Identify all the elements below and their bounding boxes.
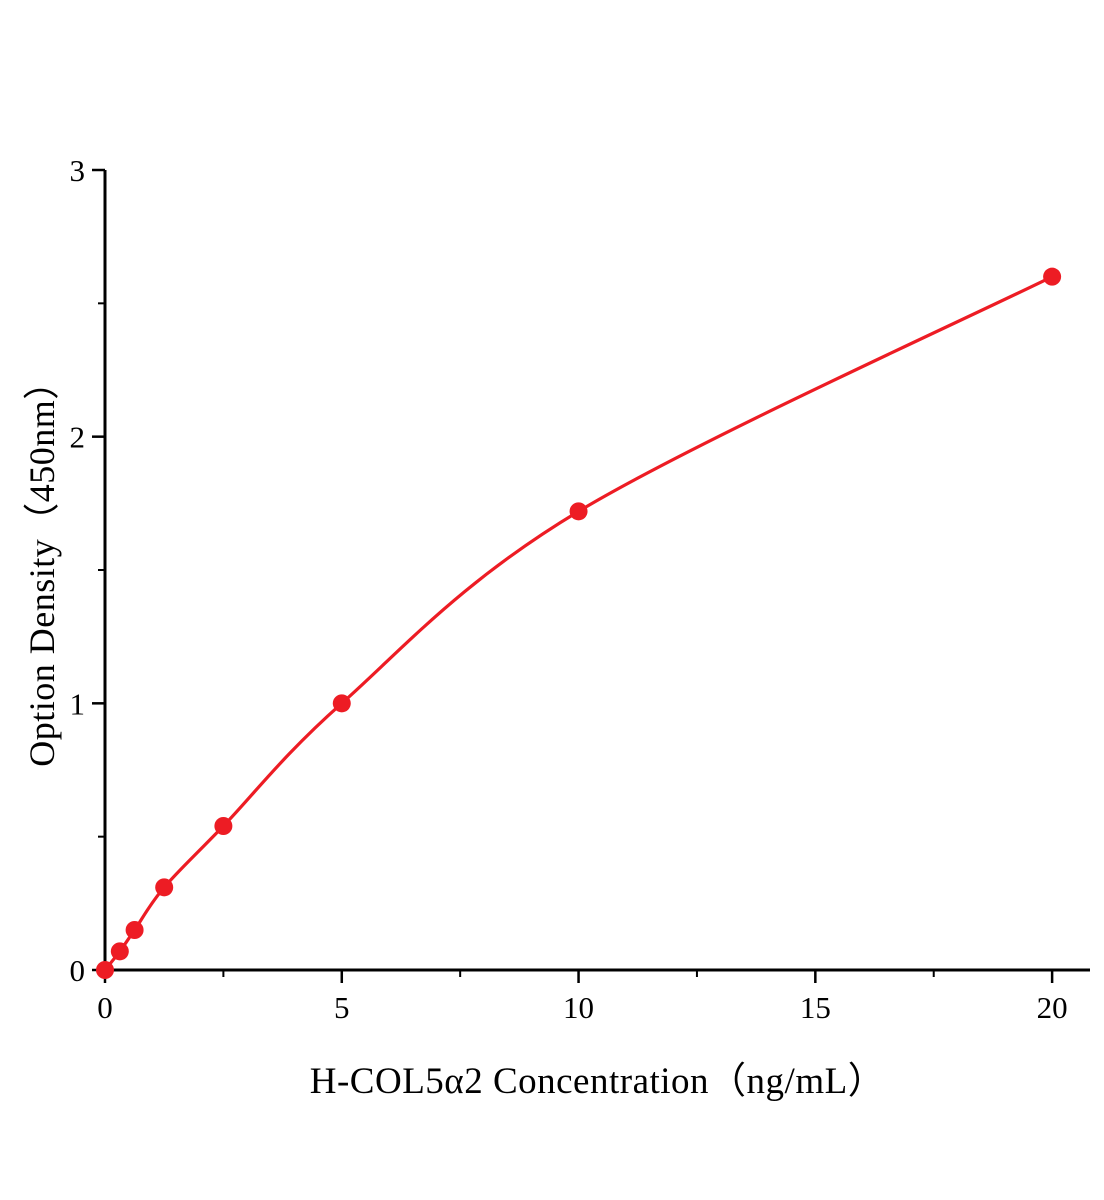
y-tick-label: 3 [70,153,86,188]
data-point [569,502,588,521]
data-point [155,878,174,897]
x-tick-label: 20 [1037,990,1068,1025]
data-point [125,921,144,939]
data-point [332,694,351,713]
x-tick-label: 15 [800,990,831,1025]
x-tick-label: 0 [97,990,113,1025]
data-point [110,942,129,961]
data-point [214,817,233,835]
data-point [1043,267,1062,286]
x-tick-label: 5 [334,990,350,1025]
y-tick-label: 2 [70,420,86,455]
x-axis-title: H-COL5α2 Concentration（ng/mL） [309,1061,886,1102]
y-axis-title: Option Density（450nm） [22,363,62,767]
y-tick-label: 0 [70,953,86,988]
x-tick-label: 10 [563,990,594,1025]
curve-line [103,275,1054,972]
y-tick-label: 1 [70,686,86,721]
data-point [96,961,114,979]
